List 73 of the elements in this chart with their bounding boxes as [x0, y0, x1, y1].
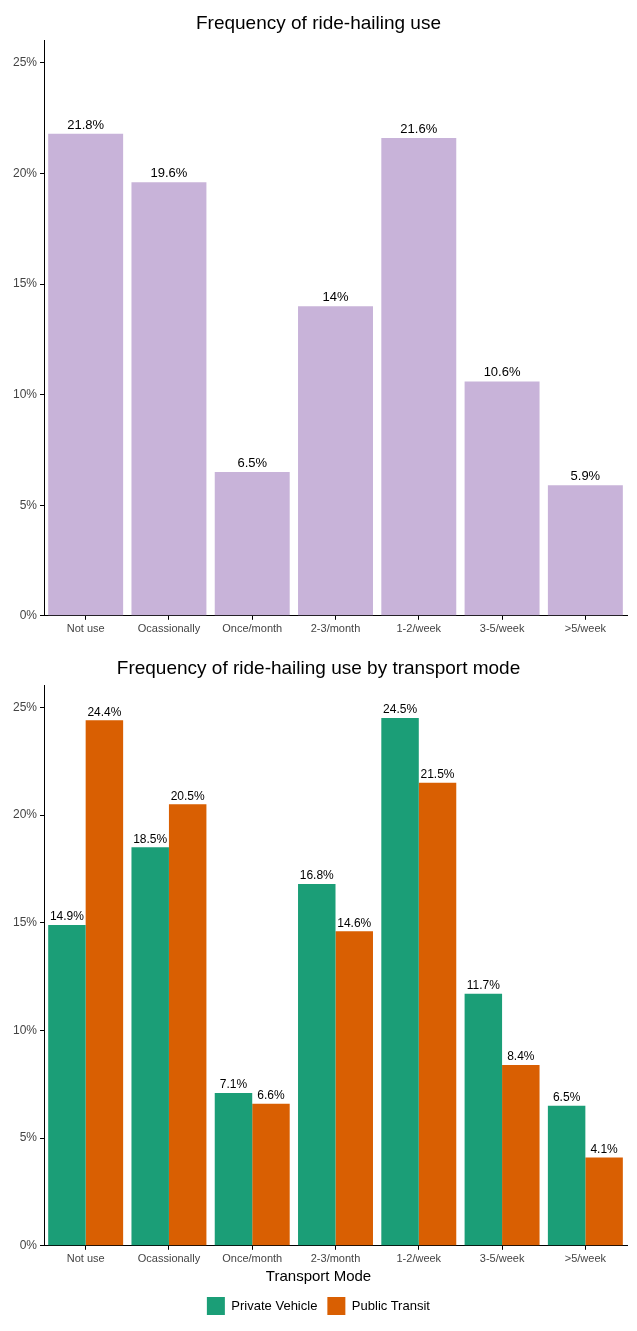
bar — [214, 1092, 253, 1246]
data-label: 21.6% — [400, 121, 438, 137]
data-label: 16.8% — [299, 868, 335, 883]
x-tick-label: Ocassionally — [137, 1252, 201, 1265]
data-label: 24.4% — [87, 704, 122, 719]
bar — [547, 1105, 586, 1246]
bar — [464, 993, 503, 1246]
data-label: 14% — [322, 289, 349, 305]
x-tick-label: Once/month — [222, 1252, 283, 1265]
y-tick-label: 25% — [12, 699, 38, 714]
y-tick-label: 15% — [12, 276, 38, 291]
bar — [418, 782, 457, 1246]
y-tick-label: 0% — [19, 608, 38, 623]
x-tick-label: 1-2/week — [396, 1252, 442, 1265]
y-tick-label: 10% — [12, 1022, 38, 1037]
bar — [48, 924, 86, 1246]
data-label: 7.1% — [219, 1077, 248, 1092]
bar — [252, 1103, 290, 1246]
data-label: 6.5% — [237, 455, 268, 471]
y-tick-label: 25% — [12, 55, 38, 70]
data-label: 14.9% — [49, 909, 85, 924]
bar — [298, 306, 373, 616]
data-label: 5.9% — [570, 468, 601, 484]
bar — [585, 1157, 623, 1246]
x-tick-label: >5/week — [564, 622, 607, 635]
y-tick-label: 5% — [19, 497, 38, 512]
data-label: 6.6% — [257, 1087, 285, 1102]
data-label: 21.5% — [420, 767, 455, 782]
legend-title: Transport Mode — [265, 1266, 372, 1284]
bar — [131, 182, 207, 616]
bar — [168, 804, 207, 1246]
data-label: 8.4% — [507, 1049, 535, 1064]
data-label: 18.5% — [133, 831, 168, 846]
bar — [214, 472, 290, 616]
x-tick-label: 3-5/week — [479, 1252, 525, 1265]
bar — [381, 138, 457, 616]
chart-title: Frequency of ride-hailing use — [195, 11, 442, 33]
data-label: 10.6% — [483, 364, 521, 380]
legend-label: Public Transit — [351, 1297, 431, 1313]
legend-label: Private Vehicle — [231, 1297, 318, 1313]
bar — [381, 718, 419, 1246]
y-tick-label: 5% — [19, 1130, 38, 1145]
data-label: 11.7% — [466, 978, 501, 993]
data-label: 19.6% — [150, 165, 188, 181]
y-tick-label: 20% — [12, 807, 38, 822]
chart-title: Frequency of ride-hailing use by transport mode — [116, 656, 521, 678]
x-tick-label: Ocassionally — [137, 622, 201, 635]
x-tick-label: 1-2/week — [396, 622, 442, 635]
x-tick-label: Not use — [66, 622, 105, 635]
bar — [131, 847, 169, 1246]
data-label: 4.1% — [590, 1141, 619, 1156]
data-label: 24.5% — [383, 702, 418, 717]
bar — [48, 133, 124, 616]
data-label: 20.5% — [170, 788, 206, 803]
y-tick-label: 10% — [12, 386, 38, 401]
bar — [464, 381, 540, 616]
bar — [335, 931, 373, 1246]
bar — [547, 485, 623, 616]
y-tick-label: 15% — [12, 915, 38, 930]
data-label: 14.6% — [337, 915, 372, 930]
y-tick-label: 20% — [12, 165, 38, 180]
data-label: 21.8% — [67, 116, 105, 132]
x-tick-label: 2-3/month — [310, 1252, 361, 1265]
x-tick-label: >5/week — [564, 1252, 607, 1265]
x-tick-label: 3-5/week — [479, 622, 525, 635]
bar — [85, 720, 124, 1246]
x-tick-label: Once/month — [222, 622, 283, 635]
bar — [298, 883, 336, 1246]
data-label: 6.5% — [552, 1090, 581, 1105]
x-tick-label: 2-3/month — [310, 622, 361, 635]
y-tick-label: 0% — [19, 1238, 38, 1253]
bar — [502, 1064, 540, 1246]
x-tick-label: Not use — [66, 1252, 105, 1265]
